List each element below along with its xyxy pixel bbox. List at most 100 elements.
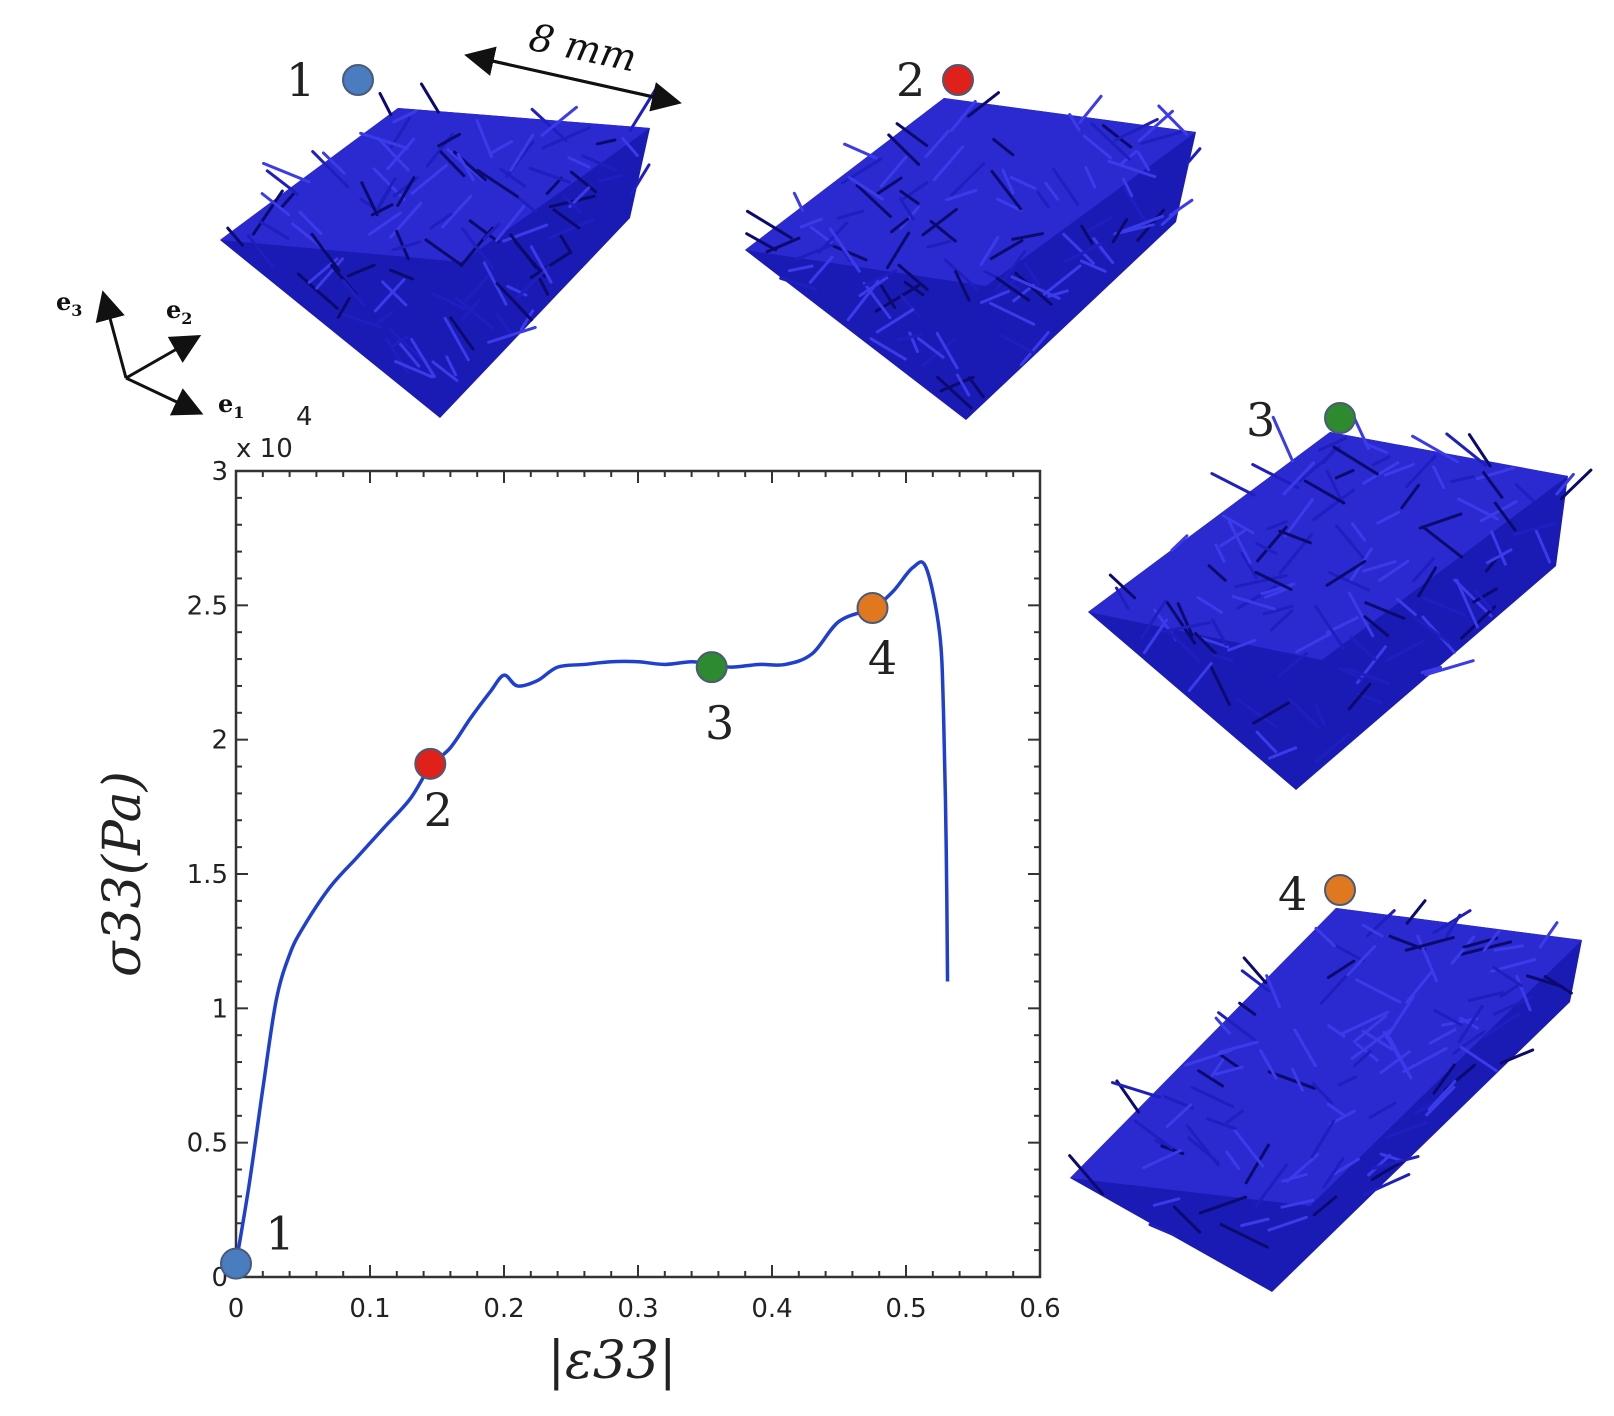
fiber (847, 175, 884, 201)
fiber (1428, 1028, 1457, 1045)
fiber (1090, 122, 1132, 161)
fiber (495, 282, 533, 322)
fiber (1168, 198, 1194, 217)
fiber (1337, 1075, 1358, 1087)
fiber (1217, 1011, 1257, 1042)
fiber (1559, 468, 1593, 501)
fiber (1432, 1063, 1456, 1095)
fiber (869, 337, 907, 361)
fiber (1479, 500, 1518, 523)
fiber (1455, 578, 1479, 629)
snapshot-label-1: 1 (286, 53, 374, 107)
fiber (876, 176, 903, 195)
fiber (916, 337, 945, 359)
fiber (1534, 529, 1552, 564)
fiber (1346, 945, 1377, 977)
fiber (990, 169, 1023, 211)
fiber (862, 281, 892, 320)
snapshot-label-4: 4 (1278, 867, 1356, 921)
fiber (1114, 586, 1130, 610)
fiber (1265, 974, 1282, 1009)
y-axis-label: σ33(Pa) (93, 771, 153, 977)
fiber (1082, 134, 1113, 160)
fiber (1014, 271, 1053, 306)
fiber (890, 217, 910, 234)
fiber (1078, 94, 1103, 124)
fiber (424, 238, 463, 267)
fiber (552, 208, 581, 230)
fiber (1368, 1101, 1397, 1119)
fiber (1244, 1143, 1271, 1185)
fiber (745, 232, 778, 252)
fiber (1227, 520, 1252, 565)
fiber (966, 91, 1000, 118)
fiber (1383, 462, 1416, 477)
fiber (1481, 1012, 1521, 1039)
fiber (1371, 455, 1391, 467)
fiber (1411, 434, 1459, 464)
y-tick-label: 1.5 (187, 860, 228, 890)
plot-frame (234, 469, 1042, 1279)
fiber (899, 189, 920, 205)
fiber (389, 116, 412, 149)
fiber (1427, 1079, 1457, 1112)
fiber (887, 133, 921, 166)
fiber (547, 218, 595, 240)
fiber (1176, 602, 1194, 637)
fiber (1314, 703, 1326, 726)
fiber (1172, 1205, 1202, 1234)
fiber (1319, 968, 1353, 1005)
snapshot-number-3: 3 (1246, 393, 1275, 447)
fiber (1347, 682, 1372, 711)
fiber (490, 140, 514, 155)
fiber (945, 188, 978, 202)
fiber (336, 296, 351, 319)
fiber (296, 272, 339, 310)
fiber (1157, 104, 1189, 136)
fiber (794, 243, 835, 261)
fiber (1353, 1049, 1372, 1068)
fiber (1361, 923, 1384, 938)
fiber (1225, 1109, 1244, 1124)
fiber (1232, 1128, 1265, 1168)
fiber (1251, 463, 1300, 490)
x-tick-labels: 0 0.1 0.2 0.3 0.4 0.5 0.6 (228, 1294, 1061, 1324)
fiber (1282, 461, 1315, 496)
fiber (995, 249, 1027, 291)
fiber (1405, 454, 1437, 489)
fiber (1485, 548, 1513, 565)
fiber (410, 337, 436, 379)
fiber (545, 176, 563, 195)
fiber (1107, 159, 1157, 179)
fiber (1123, 187, 1149, 226)
fiber (519, 309, 535, 331)
fiber (1062, 242, 1103, 264)
fiber (1384, 1121, 1428, 1140)
fiber (360, 181, 379, 217)
y-tick-labels: 00.511.522.53 (187, 457, 228, 1293)
fiber (1219, 1222, 1269, 1249)
fiber (1062, 232, 1095, 265)
fiber (468, 219, 500, 244)
fiber (1311, 1082, 1334, 1105)
fiber (1087, 216, 1113, 232)
fiber (926, 239, 952, 249)
fiber (1227, 638, 1257, 652)
fiber (1363, 615, 1390, 638)
fiber (1268, 746, 1298, 760)
fiber (829, 243, 868, 262)
fiber (509, 133, 535, 172)
fiber-block-3 (1088, 411, 1593, 790)
fiber (1414, 616, 1451, 644)
fiber (995, 197, 1023, 212)
fiber (376, 188, 392, 211)
fiber (1238, 1001, 1257, 1016)
y-tick-label: 0.5 (187, 1129, 228, 1159)
fiber (482, 222, 501, 241)
fiber (980, 289, 1010, 305)
fiber (515, 194, 538, 214)
fiber (897, 263, 929, 291)
fiber (1312, 488, 1355, 522)
fiber (817, 221, 848, 255)
fiber-block-4 (1068, 899, 1582, 1292)
